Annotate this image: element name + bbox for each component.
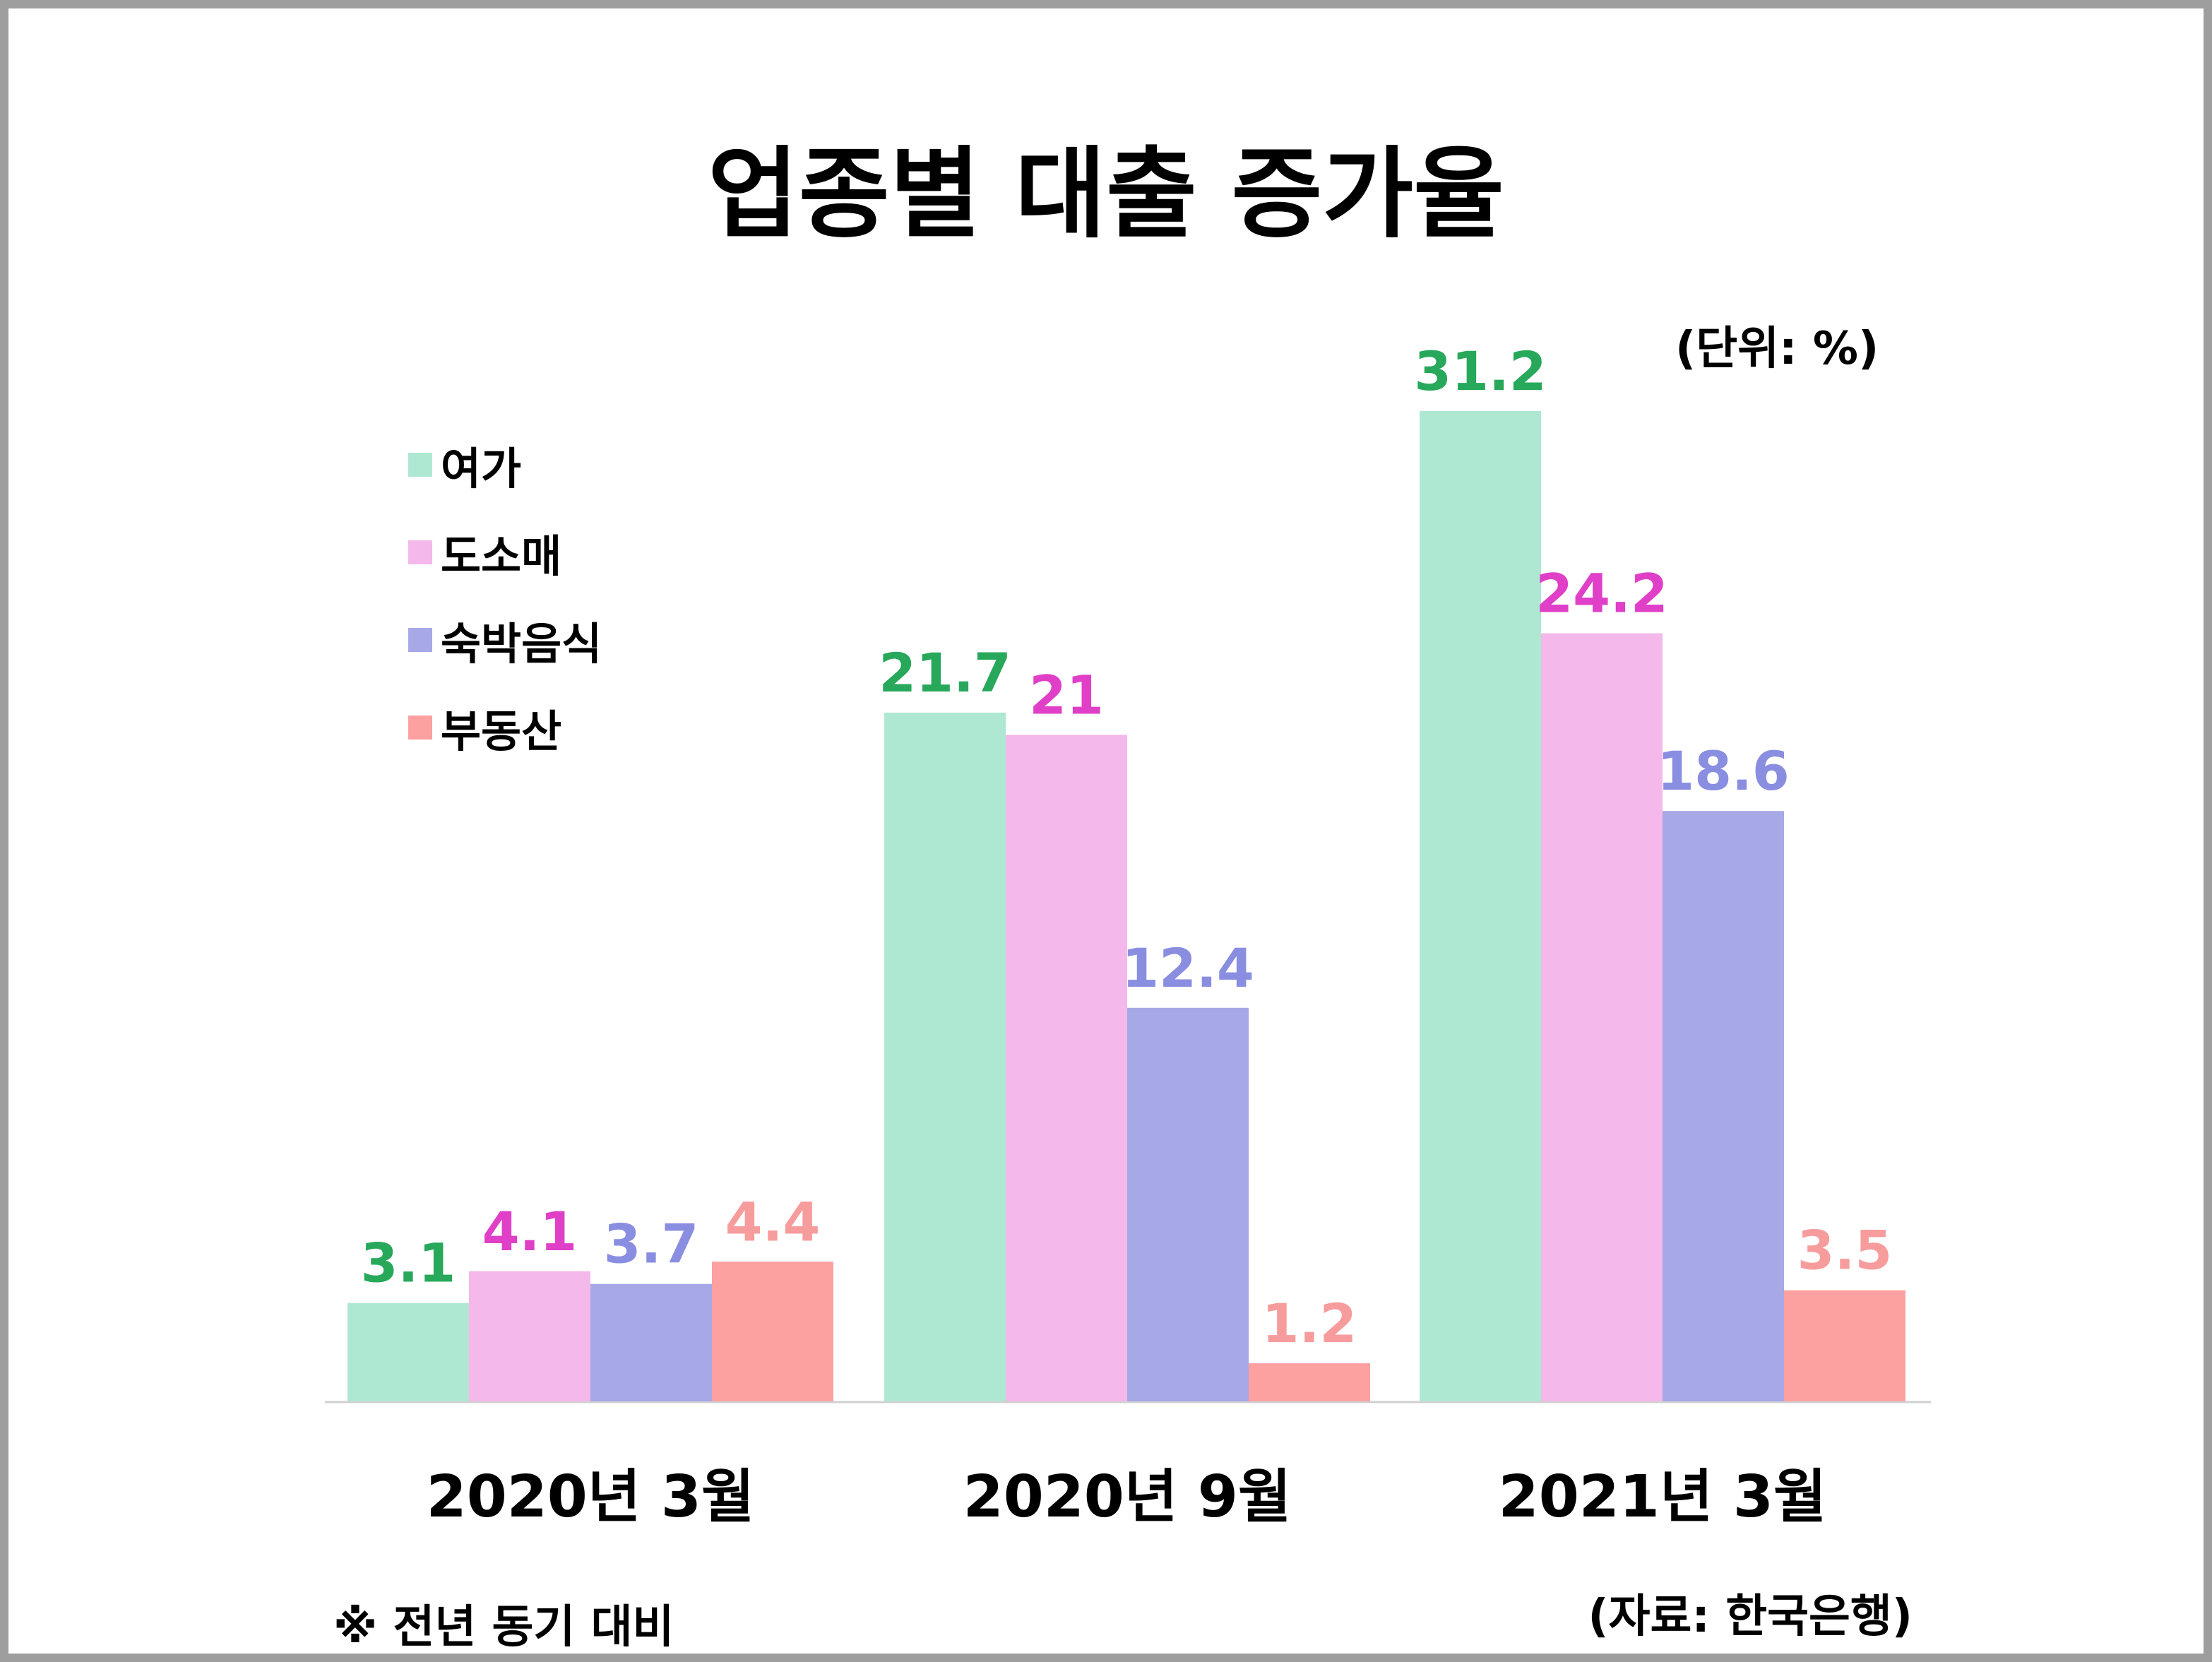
legend: 여가 도소매 숙박음식 부동산 — [408, 443, 602, 793]
legend-label-leisure: 여가 — [441, 443, 522, 494]
chart-title: 업종별 대출 증가율 — [708, 137, 1504, 252]
legend-item-realestate: 부동산 — [408, 706, 602, 757]
bar-3-2 — [1784, 1290, 1905, 1401]
category-label-0: 2020년 3월 — [427, 1464, 755, 1531]
bar-3-0 — [712, 1262, 833, 1401]
bar-3-1 — [1249, 1363, 1370, 1401]
legend-item-retail: 도소매 — [408, 530, 602, 582]
value-label-2-2: 18.6 — [1657, 740, 1790, 802]
category-label-2: 2021년 3월 — [1499, 1464, 1827, 1531]
bar-2-2 — [1663, 811, 1784, 1401]
value-label-2-1: 12.4 — [1122, 937, 1254, 999]
footnote: ※ 전년 동기 대비 — [333, 1601, 674, 1654]
value-label-3-0: 4.4 — [725, 1190, 821, 1253]
value-label-1-2: 24.2 — [1535, 562, 1668, 625]
legend-item-lodging: 숙박음식 — [408, 618, 602, 670]
bar-1-1 — [1006, 735, 1127, 1401]
bar-chart-plot: 3.1 4.1 3.7 4.4 2020년 3월 21.7 21 12.4 1.2 2020년 9… — [325, 340, 1931, 1531]
value-label-3-1: 1.2 — [1262, 1292, 1357, 1355]
legend-swatch-realestate — [408, 716, 432, 740]
bar-1-2 — [1541, 633, 1663, 1401]
legend-swatch-retail — [408, 540, 432, 564]
chart-frame: 업종별 대출 증가율 (단위: %) 여가 도소매 숙박음식 부동산 3.1 4.… — [8, 8, 2204, 1654]
value-label-2-0: 3.7 — [604, 1213, 699, 1276]
legend-label-lodging: 숙박음식 — [441, 618, 602, 670]
bar-2-0 — [590, 1283, 712, 1401]
value-label-0-2: 31.2 — [1414, 340, 1547, 403]
legend-item-leisure: 여가 — [408, 443, 602, 494]
legend-swatch-leisure — [408, 453, 432, 477]
bar-0-2 — [1420, 411, 1541, 1401]
value-label-3-2: 3.5 — [1797, 1219, 1893, 1282]
value-label-1-1: 21 — [1029, 663, 1104, 726]
legend-swatch-lodging — [408, 628, 432, 652]
legend-label-retail: 도소매 — [441, 530, 562, 582]
unit-label: (단위: %) — [1675, 323, 1879, 375]
bar-0-1 — [884, 712, 1006, 1401]
value-label-1-0: 4.1 — [482, 1200, 578, 1263]
source-label: (자료: 한국은행) — [1588, 1591, 1913, 1643]
value-label-0-0: 3.1 — [361, 1232, 456, 1295]
legend-label-realestate: 부동산 — [441, 706, 562, 757]
value-label-0-1: 21.7 — [879, 641, 1011, 704]
bar-2-1 — [1127, 1007, 1249, 1401]
bar-1-0 — [469, 1271, 590, 1401]
category-label-1: 2020년 9월 — [963, 1464, 1292, 1531]
bar-0-0 — [347, 1302, 469, 1401]
